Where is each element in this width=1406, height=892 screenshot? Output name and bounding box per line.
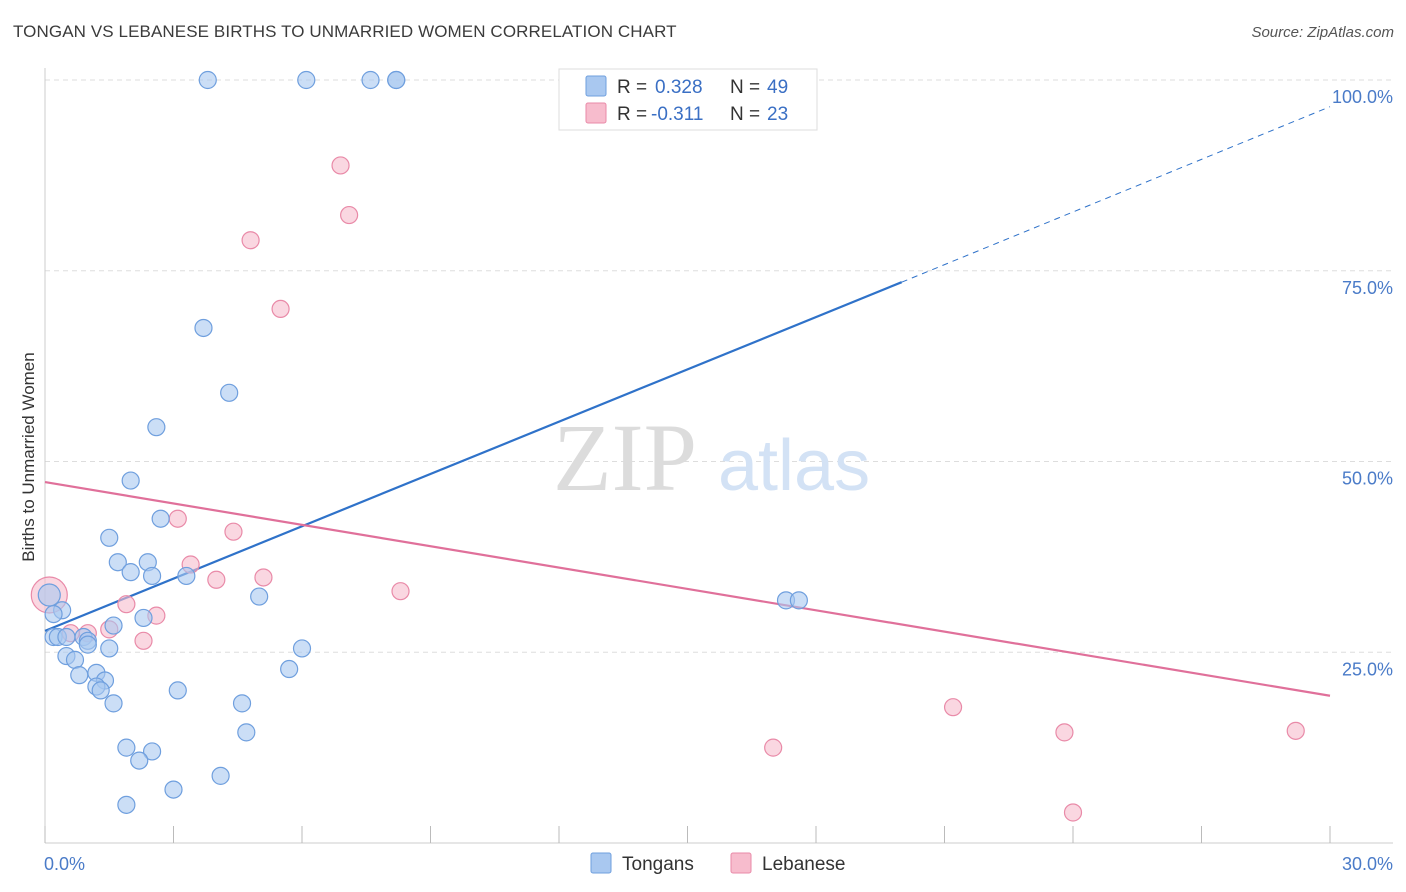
tongan-point-7 [147,418,166,437]
tongan-point-49 [789,591,808,610]
trendline-lebanese [44,481,1331,697]
lebanese-point-11 [117,595,136,614]
lebanese-point-5 [168,509,187,528]
tongan-point-9 [151,509,170,528]
watermark-atlas: atlas [718,426,870,506]
lebanese-point-17 [943,698,963,717]
tongan-point-34 [70,666,89,685]
y-tick-label-3: 25.0% [1342,659,1393,679]
tongan-point-46 [164,780,183,799]
y-tick-label-1: 75.0% [1342,278,1393,298]
legend-swatch-tongans [585,75,607,97]
tongan-point-27 [78,635,97,654]
lebanese-point-3 [241,231,260,250]
tongan-point-20 [134,608,153,628]
tongan-point-44 [130,751,149,770]
tongan-point-47 [117,795,136,814]
data-points [30,70,1305,822]
watermark: ZIP atlas [553,404,870,511]
legend-r-label-lebanese: R = [617,104,647,125]
trendlines [44,106,1331,697]
grid [45,79,1393,653]
tongan-point-16 [250,587,269,606]
tongan-point-8 [121,471,140,490]
tongan-point-1 [297,70,316,90]
axes: 0.0% 30.0% 100.0% 75.0% 50.0% 25.0% [44,68,1393,874]
tongan-point-0 [198,70,217,90]
lebanese-point-16 [134,631,153,650]
tongan-point-15 [177,566,196,586]
lebanese-point-18 [764,738,783,757]
tongan-point-2 [361,70,380,90]
tongan-point-45 [211,766,230,785]
lebanese-point-20 [1286,721,1305,740]
tongan-point-28 [100,639,119,658]
trendline-tongans-extension [901,106,1331,283]
bottom-legend-swatch-lebanese [730,852,752,874]
legend-n-value-tongans: 49 [767,77,788,98]
legend-n-label-lebanese: N = [730,104,760,125]
tongan-point-33 [280,659,299,679]
tongan-point-10 [100,528,119,547]
watermark-zip: ZIP [553,404,697,511]
lebanese-point-10 [391,582,410,601]
tongan-point-14 [142,566,162,586]
tongan-point-21 [104,616,123,635]
tongan-point-17 [37,583,61,607]
tongan-point-42 [117,738,136,757]
tongan-point-39 [104,694,123,713]
legend-n-value-lebanese: 23 [767,104,788,125]
lebanese-point-9 [207,570,226,589]
y-tick-label-2: 50.0% [1342,469,1393,489]
y-axis-title: Births to Unmarried Women [19,352,38,561]
legend-r-value-lebanese: -0.311 [651,104,703,125]
x-tick-label-0: 0.0% [44,854,85,874]
lebanese-point-2 [340,205,359,225]
legend-n-label-tongans: N = [730,77,760,98]
top-legend: R = 0.328 N = 49 R = -0.311 N = 23 [558,68,818,131]
bottom-legend-lebanese: Lebanese [762,854,845,875]
lebanese-point-1 [331,156,350,175]
y-tick-label-0: 100.0% [1332,87,1393,107]
lebanese-point-6 [224,522,243,541]
tongan-point-5 [194,318,213,338]
legend-r-value-tongans: 0.328 [655,77,703,98]
legend-r-label-tongans: R = [617,77,647,98]
chart-title: TONGAN VS LEBANESE BIRTHS TO UNMARRIED W… [13,22,677,41]
tongan-point-43 [142,742,162,761]
bottom-legend-tongans: Tongans [622,854,694,875]
tongan-point-37 [91,681,110,700]
x-tick-label-1: 30.0% [1342,854,1393,874]
source-label: Source: ZipAtlas.com [1251,24,1394,41]
lebanese-point-4 [271,299,290,318]
tongan-point-4 [387,70,406,90]
tongan-point-19 [44,604,63,624]
lebanese-point-21 [1063,803,1083,822]
tongan-point-11 [108,553,127,572]
lebanese-point-8 [254,568,273,587]
tongan-point-31 [65,650,85,669]
bottom-legend: Tongans Lebanese [590,852,845,875]
tongan-point-40 [232,694,252,713]
lebanese-point-19 [1055,723,1074,742]
bottom-legend-swatch-tongans [590,852,612,874]
tongan-point-38 [168,681,187,700]
legend-swatch-lebanese [585,102,607,124]
tongan-point-24 [57,627,76,647]
tongan-point-13 [121,563,140,582]
tongan-point-29 [292,639,312,658]
tongan-point-6 [220,383,239,402]
tongan-point-41 [237,723,256,742]
